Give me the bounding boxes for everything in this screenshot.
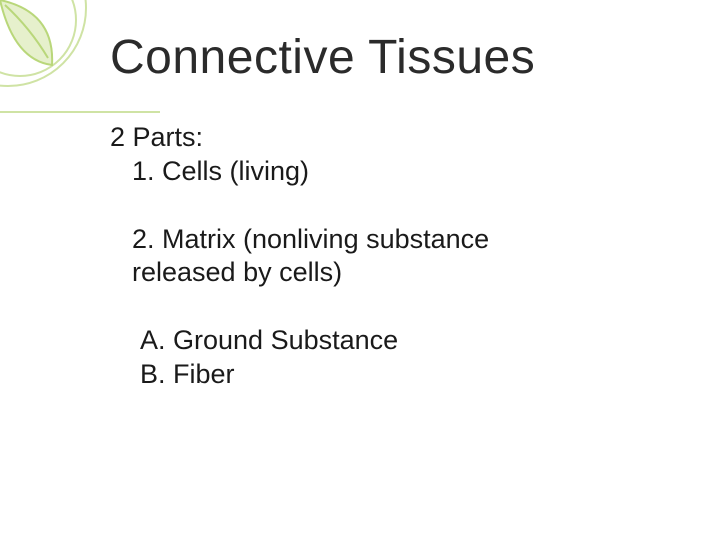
item-2-line2: released by cells) <box>132 256 660 290</box>
sub-item-b: B. Fiber <box>140 358 660 392</box>
item-2-line1: 2. Matrix (nonliving substance <box>132 223 660 257</box>
item-2-block: 2. Matrix (nonliving substance released … <box>110 223 660 291</box>
sub-item-a: A. Ground Substance <box>140 324 660 358</box>
slide-content: Connective Tissues 2 Parts: 1. Cells (li… <box>0 0 720 540</box>
body-text: 2 Parts: 1. Cells (living) 2. Matrix (no… <box>110 121 660 392</box>
sub-items-block: A. Ground Substance B. Fiber <box>110 324 660 392</box>
slide-title: Connective Tissues <box>110 30 660 85</box>
parts-label: 2 Parts: <box>110 121 660 155</box>
item-1: 1. Cells (living) <box>132 155 660 189</box>
parts-block: 2 Parts: 1. Cells (living) <box>110 121 660 189</box>
